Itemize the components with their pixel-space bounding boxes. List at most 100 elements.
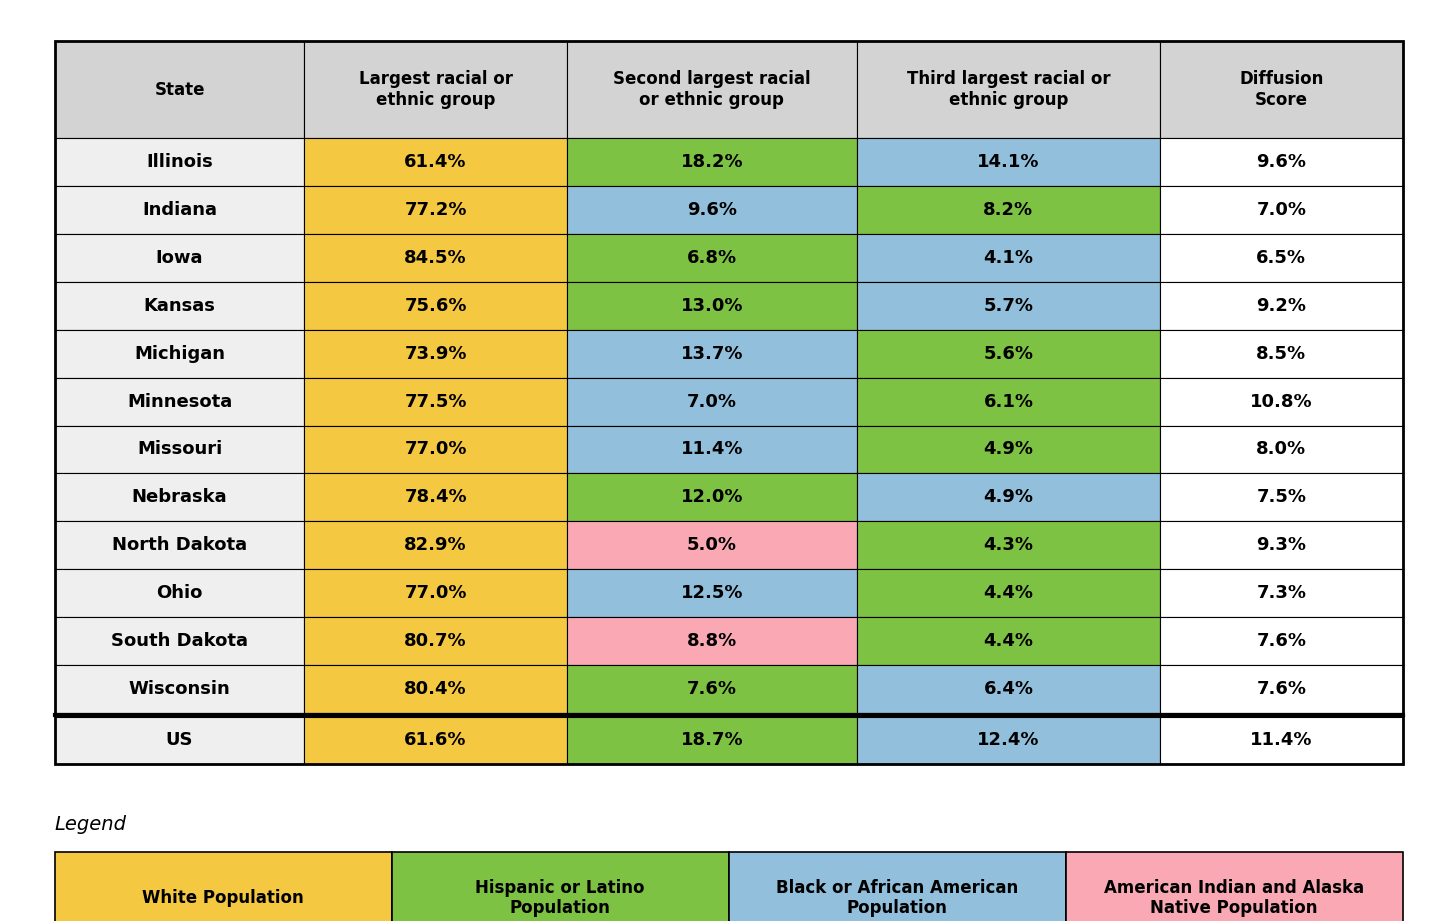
Text: 11.4%: 11.4% [681, 440, 743, 459]
Text: 4.1%: 4.1% [983, 249, 1033, 267]
Bar [1160, 41, 1403, 138]
Text: Nebraska: Nebraska [131, 488, 228, 507]
Text: 18.2%: 18.2% [681, 153, 743, 171]
Text: US: US [166, 731, 193, 750]
Text: South Dakota: South Dakota [111, 632, 248, 650]
Text: Black or African American
Population: Black or African American Population [776, 879, 1019, 917]
Text: Largest racial or
ethnic group: Largest racial or ethnic group [358, 70, 512, 110]
Bar [567, 138, 857, 186]
Bar [55, 186, 304, 234]
Text: 18.7%: 18.7% [681, 731, 743, 750]
Text: 12.4%: 12.4% [977, 731, 1039, 750]
Bar [567, 426, 857, 473]
Text: 6.8%: 6.8% [687, 249, 737, 267]
Text: 84.5%: 84.5% [404, 249, 468, 267]
Bar [55, 378, 304, 426]
Text: Diffusion
Score: Diffusion Score [1240, 70, 1323, 110]
Text: Third largest racial or
ethnic group: Third largest racial or ethnic group [906, 70, 1110, 110]
Text: 77.0%: 77.0% [404, 584, 468, 602]
Bar [567, 282, 857, 330]
Text: 4.9%: 4.9% [983, 488, 1033, 507]
Bar [304, 138, 567, 186]
Bar [304, 378, 567, 426]
Bar [304, 665, 567, 713]
Bar [857, 186, 1160, 234]
Text: Illinois: Illinois [146, 153, 214, 171]
Text: 61.6%: 61.6% [404, 731, 468, 750]
Bar [567, 186, 857, 234]
Bar [1160, 521, 1403, 569]
Bar [55, 426, 304, 473]
Text: 7.3%: 7.3% [1257, 584, 1306, 602]
Bar [304, 521, 567, 569]
Bar [55, 717, 304, 764]
Bar [55, 617, 304, 665]
Text: 6.5%: 6.5% [1257, 249, 1306, 267]
Text: Michigan: Michigan [134, 344, 225, 363]
Text: 73.9%: 73.9% [404, 344, 468, 363]
Bar [1160, 617, 1403, 665]
Text: 13.0%: 13.0% [681, 297, 743, 315]
Bar [55, 330, 304, 378]
Text: White Population: White Population [143, 889, 304, 907]
Text: 7.0%: 7.0% [1257, 201, 1306, 219]
Bar [567, 665, 857, 713]
Bar [55, 41, 1403, 764]
Text: 80.4%: 80.4% [404, 680, 468, 698]
Text: 12.5%: 12.5% [681, 584, 743, 602]
Bar [567, 234, 857, 282]
Bar [729, 852, 1065, 921]
Bar [857, 282, 1160, 330]
Text: 9.6%: 9.6% [1257, 153, 1306, 171]
Text: 8.5%: 8.5% [1257, 344, 1306, 363]
Text: 7.6%: 7.6% [1257, 680, 1306, 698]
Text: Legend: Legend [55, 815, 127, 834]
Text: 8.8%: 8.8% [687, 632, 737, 650]
Text: Minnesota: Minnesota [127, 392, 232, 411]
Bar [567, 617, 857, 665]
Bar [567, 41, 857, 138]
Bar [857, 473, 1160, 521]
Text: Wisconsin: Wisconsin [128, 680, 231, 698]
Bar [304, 330, 567, 378]
Text: Iowa: Iowa [156, 249, 203, 267]
Bar [567, 569, 857, 617]
Text: North Dakota: North Dakota [113, 536, 247, 554]
Bar [55, 41, 304, 138]
Bar [55, 852, 391, 921]
Bar [55, 282, 304, 330]
Text: 9.3%: 9.3% [1257, 536, 1306, 554]
Text: 10.8%: 10.8% [1250, 392, 1313, 411]
Text: 11.4%: 11.4% [1250, 731, 1313, 750]
Bar [304, 569, 567, 617]
Text: Missouri: Missouri [137, 440, 222, 459]
Text: 6.4%: 6.4% [983, 680, 1033, 698]
Bar [567, 521, 857, 569]
Text: Indiana: Indiana [141, 201, 216, 219]
Bar [857, 569, 1160, 617]
Text: 7.5%: 7.5% [1257, 488, 1306, 507]
Text: 77.0%: 77.0% [404, 440, 468, 459]
Bar [1160, 717, 1403, 764]
Text: 61.4%: 61.4% [404, 153, 468, 171]
Text: 14.1%: 14.1% [977, 153, 1039, 171]
Text: Hispanic or Latino
Population: Hispanic or Latino Population [476, 879, 645, 917]
Bar [304, 41, 567, 138]
Text: 13.7%: 13.7% [681, 344, 743, 363]
Bar [55, 665, 304, 713]
Bar [304, 717, 567, 764]
Text: 4.4%: 4.4% [983, 584, 1033, 602]
Text: 7.6%: 7.6% [687, 680, 737, 698]
Text: Kansas: Kansas [143, 297, 215, 315]
Bar [304, 234, 567, 282]
Bar [55, 521, 304, 569]
Bar [857, 665, 1160, 713]
Text: 77.2%: 77.2% [404, 201, 468, 219]
Bar [1160, 330, 1403, 378]
Text: State: State [154, 81, 205, 99]
Text: 4.9%: 4.9% [983, 440, 1033, 459]
Bar [304, 186, 567, 234]
Bar [857, 138, 1160, 186]
Bar [1160, 282, 1403, 330]
Text: 8.2%: 8.2% [983, 201, 1033, 219]
